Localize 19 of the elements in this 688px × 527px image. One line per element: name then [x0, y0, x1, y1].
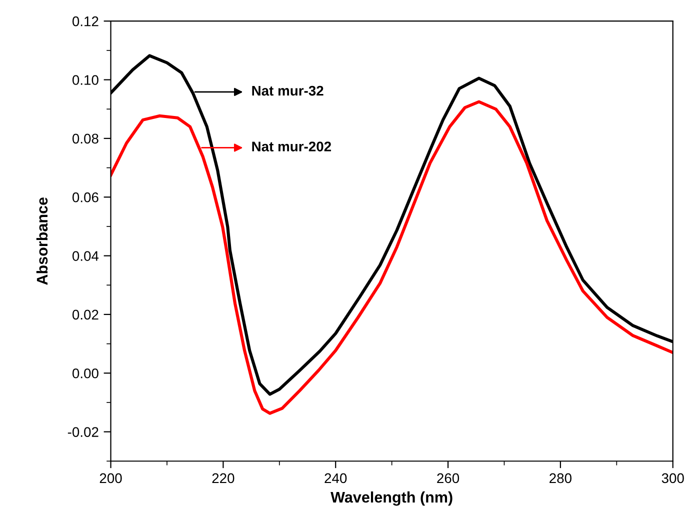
x-tick-label: 280 [550, 473, 572, 484]
x-tick-label: 220 [212, 473, 234, 484]
x-tick-label: 300 [662, 473, 684, 484]
legend-label: Nat mur-202 [252, 142, 332, 152]
y-tick-label: 0.08 [72, 134, 98, 144]
y-tick-label: 0.06 [72, 192, 98, 202]
y-tick-label: 0.02 [72, 310, 98, 320]
y-tick-label: 0.00 [72, 368, 98, 378]
line-series [110, 100, 673, 415]
y-tick-label: 0.10 [72, 75, 98, 85]
x-tick-label: 260 [437, 473, 460, 484]
y-tick-label: 0.04 [72, 251, 99, 261]
x-axis-title: Wavelength (nm) [330, 491, 452, 506]
y-tick-label: 0.12 [72, 16, 98, 26]
y-axis-title: Absorbance [36, 197, 48, 285]
x-tick-label: 200 [100, 473, 122, 484]
x-tick-label: 240 [324, 473, 347, 484]
y-tick-label: -0.02 [68, 427, 98, 437]
legend-label: Nat mur-32 [252, 86, 324, 96]
